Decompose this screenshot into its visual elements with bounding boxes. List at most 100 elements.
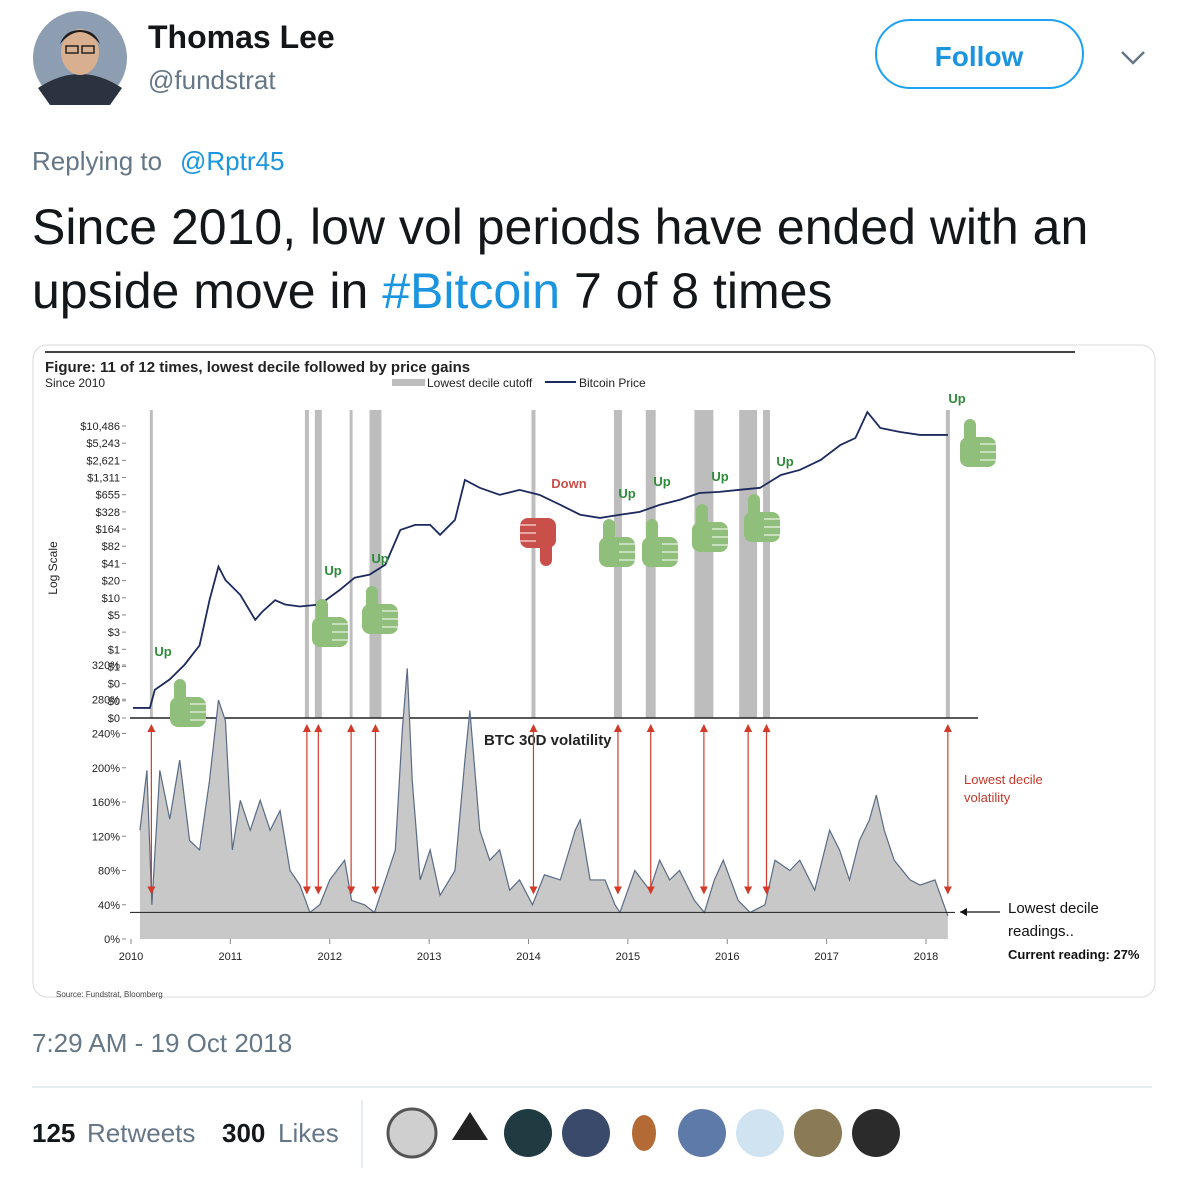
- chart-title: Figure: 11 of 12 times, lowest decile fo…: [45, 359, 470, 376]
- x-tick-label: 2013: [417, 951, 441, 963]
- liker-avatar[interactable]: [504, 1109, 552, 1157]
- legend-label: Bitcoin Price: [579, 376, 646, 390]
- tweet-text-part: 7 of 8 times: [560, 263, 833, 319]
- decile-band: [531, 410, 536, 718]
- annotation: Down: [551, 476, 586, 491]
- x-tick-label: 2014: [516, 951, 540, 963]
- y-tick-label: $20: [102, 576, 120, 588]
- y-tick-label: $1: [108, 661, 120, 673]
- chart-subtitle: Since 2010: [45, 376, 105, 390]
- note-arrow-head: [960, 908, 967, 916]
- thumb-finger: [174, 679, 186, 703]
- liker-avatar-icon: [452, 1112, 488, 1140]
- y2-tick-label: 320%: [92, 660, 120, 672]
- thumb-icon: [960, 419, 996, 467]
- y-tick-label: $1: [108, 644, 120, 656]
- y-tick-label: $3: [108, 627, 120, 639]
- liker-avatar[interactable]: [852, 1109, 900, 1157]
- liker-avatar-icon: [632, 1115, 656, 1151]
- thumb-finger: [646, 519, 658, 543]
- liker-avatar[interactable]: [562, 1109, 610, 1157]
- volatility-line: [139, 668, 949, 917]
- note: readings..: [1008, 923, 1074, 940]
- avatar[interactable]: [33, 11, 127, 105]
- y2-tick-label: 0%: [104, 934, 120, 946]
- liker-avatar[interactable]: [736, 1109, 784, 1157]
- y2-tick-label: 200%: [92, 763, 120, 775]
- y-tick-label: $5,243: [86, 438, 120, 450]
- author-handle[interactable]: @fundstrat: [148, 65, 276, 95]
- x-tick-label: 2010: [119, 951, 143, 963]
- chart: Figure: 11 of 12 times, lowest decile fo…: [45, 359, 1140, 999]
- hashtag[interactable]: #Bitcoin: [382, 263, 561, 319]
- like-label[interactable]: Likes: [278, 1118, 339, 1148]
- y-tick-label: $328: [96, 507, 120, 519]
- decile-band: [349, 410, 353, 718]
- annotation: Up: [711, 469, 728, 484]
- note: Current reading: 27%: [1008, 947, 1140, 962]
- y2-tick-label: 40%: [98, 900, 120, 912]
- decile-band: [304, 410, 309, 718]
- thumb-icon: [312, 599, 348, 647]
- thumb-icon: [642, 519, 678, 567]
- y-tick-label: $0: [108, 696, 120, 708]
- y-tick-label: $2,621: [86, 455, 120, 467]
- thumb-finger: [748, 494, 760, 518]
- legend-swatch: [392, 379, 425, 386]
- y-tick-label: $82: [102, 541, 120, 553]
- thumb-icon: [599, 519, 635, 567]
- legend-label: Lowest decile cutoff: [427, 376, 533, 390]
- annotation: Up: [618, 486, 635, 501]
- menu-chevron[interactable]: [1121, 51, 1145, 65]
- thumb-finger: [366, 586, 378, 610]
- thumb-finger: [964, 419, 976, 443]
- y2-tick-label: 120%: [92, 831, 120, 843]
- note: Lowest decile: [1008, 900, 1099, 917]
- reply-prefix: Replying to: [32, 146, 162, 176]
- annotation: Up: [776, 454, 793, 469]
- liker-avatar[interactable]: [794, 1109, 842, 1157]
- decile-band: [149, 410, 153, 718]
- thumb-icon: [520, 518, 556, 566]
- y-tick-label: $0: [108, 679, 120, 691]
- thumb-finger: [540, 542, 552, 566]
- retweet-label[interactable]: Retweets: [87, 1118, 195, 1148]
- follow-label[interactable]: Follow: [935, 41, 1024, 72]
- liker-avatars: [386, 1107, 900, 1159]
- follow-button[interactable]: [875, 19, 1084, 89]
- retweet-count[interactable]: 125: [32, 1118, 75, 1148]
- decile-band: [369, 410, 382, 718]
- thumb-finger: [316, 599, 328, 623]
- x-tick-label: 2011: [219, 951, 243, 963]
- decile-band: [314, 410, 322, 718]
- timestamp[interactable]: 7:29 AM - 19 Oct 2018: [32, 1028, 292, 1058]
- y2-tick-label: 80%: [98, 866, 120, 878]
- y2-tick-label: 280%: [92, 694, 120, 706]
- x-tick-label: 2018: [914, 951, 938, 963]
- author-name[interactable]: Thomas Lee: [148, 19, 335, 55]
- x-tick-label: 2017: [814, 951, 838, 963]
- liker-avatar[interactable]: [386, 1107, 438, 1159]
- y-tick-label: $1,311: [87, 473, 120, 485]
- liker-avatar[interactable]: [678, 1109, 726, 1157]
- y-tick-label: $10,486: [80, 421, 120, 433]
- thumb-finger: [696, 504, 708, 528]
- note: volatility: [964, 790, 1011, 805]
- annotation: Up: [371, 551, 388, 566]
- thumb-icon: [362, 586, 398, 634]
- annotation: Up: [154, 644, 171, 659]
- source: Source: Fundstrat, Bloomberg: [56, 990, 163, 999]
- like-count[interactable]: 300: [222, 1118, 265, 1148]
- decile-band: [694, 410, 714, 718]
- decile-band: [739, 410, 758, 718]
- thumb-icon: [744, 494, 780, 542]
- tweet-text-part: Since 2010, low vol periods have ended w…: [32, 199, 1089, 319]
- y2-tick-label: 240%: [92, 729, 120, 741]
- annotation: Up: [324, 563, 341, 578]
- thumb-icon: [170, 679, 206, 727]
- y2-tick-label: 160%: [92, 797, 120, 809]
- decile-band: [945, 410, 950, 718]
- reply-to[interactable]: @Rptr45: [180, 146, 284, 176]
